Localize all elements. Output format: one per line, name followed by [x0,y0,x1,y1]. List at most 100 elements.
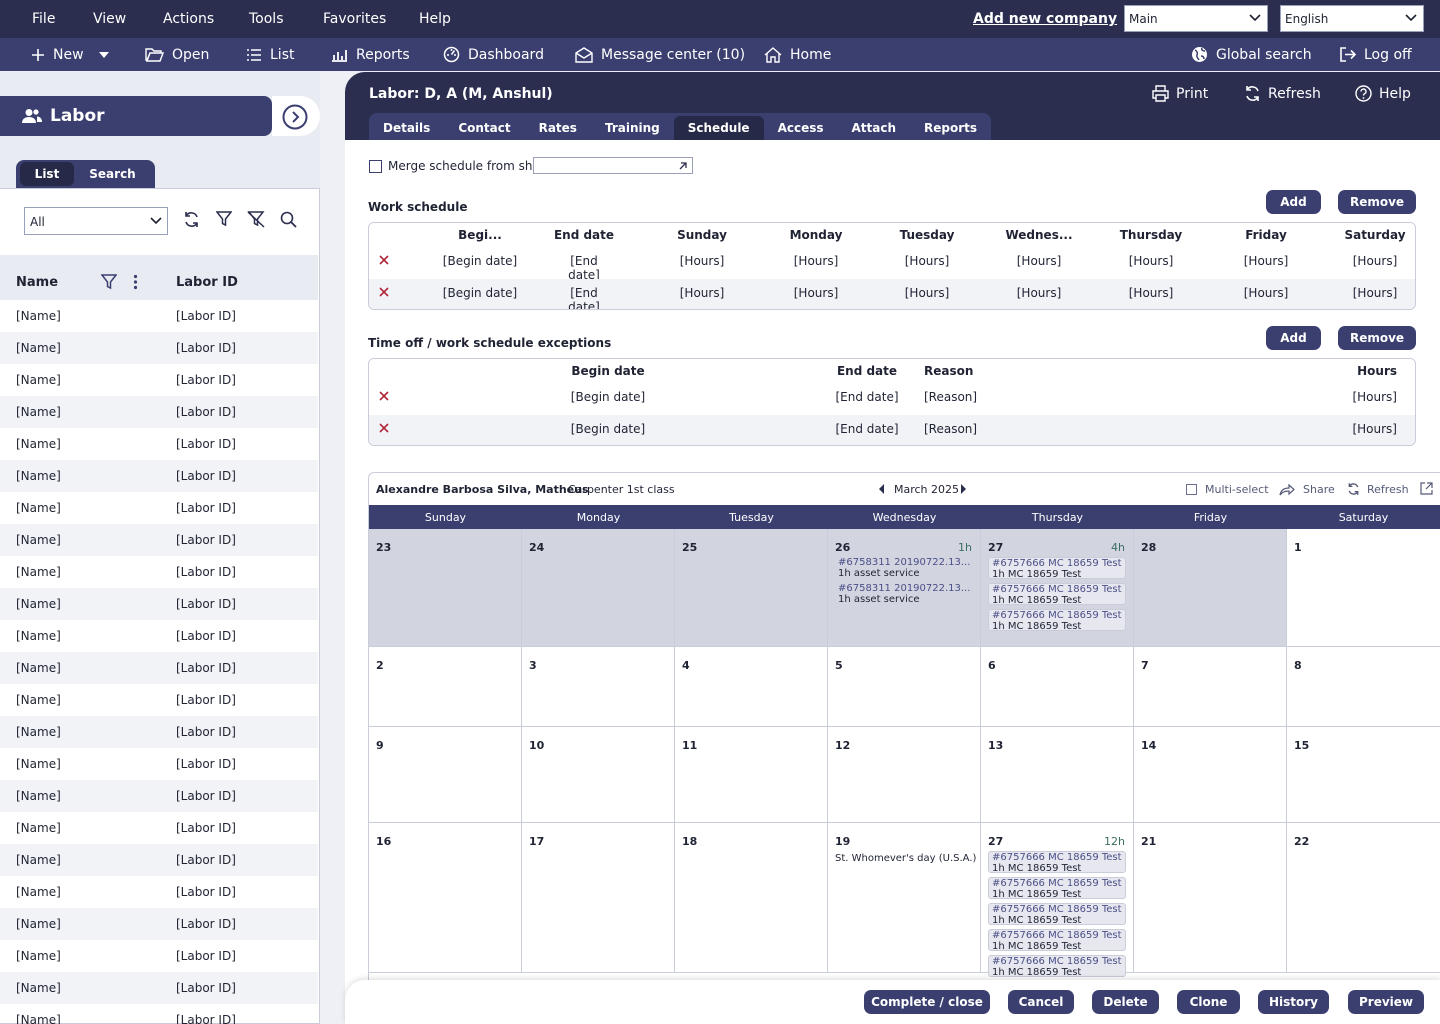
ws-col-header[interactable]: Friday [1245,228,1287,242]
merge-schedule-checkbox[interactable] [369,159,382,173]
to-cell[interactable]: [Reason] [924,422,978,436]
calendar-event[interactable]: #6757666 MC 18659 Test 1h MC 18659 Test [988,851,1126,874]
tab-access[interactable]: Access [777,121,824,135]
to-cell[interactable]: [Hours] [1352,422,1397,436]
delete-row-icon[interactable] [379,287,389,297]
labor-row[interactable]: [Name] [Labor ID] [0,620,318,652]
ws-cell[interactable]: [Begin date] [442,286,518,300]
to-col-header[interactable]: Hours [1357,364,1397,378]
calendar-day[interactable]: 21 [1134,823,1287,973]
ws-cell[interactable]: [Hours] [793,254,839,268]
col-name-header[interactable]: Name [16,275,59,290]
labor-row[interactable]: [Name] [Labor ID] [0,908,318,940]
ws-cell[interactable]: [Hours] [1016,254,1062,268]
tab-reports[interactable]: Reports [924,121,978,135]
share-icon[interactable] [1279,482,1295,496]
calendar-day[interactable]: 11 [675,727,828,823]
calendar-event[interactable]: #6757666 MC 18659 Test 1h MC 18659 Test [988,557,1126,580]
to-cell[interactable]: [Hours] [1352,390,1397,404]
calendar-day[interactable]: 16 [369,823,522,973]
calendar-day[interactable]: 10 [522,727,675,823]
to-cell[interactable]: [Begin date] [570,390,646,404]
new-button[interactable]: New [31,38,110,71]
tab-details[interactable]: Details [383,121,431,135]
labor-row[interactable]: [Name] [Labor ID] [0,588,318,620]
collapse-panel-button[interactable] [272,96,320,136]
merge-shift-input[interactable] [533,157,693,174]
calendar-day[interactable]: 13 [981,727,1134,823]
open-button[interactable]: Open [145,38,209,71]
ws-cell[interactable]: [Begin date] [442,254,518,268]
tab-training[interactable]: Training [604,121,660,135]
ws-col-header[interactable]: End date [553,228,615,242]
time-off-add-button[interactable]: Add [1266,326,1321,350]
labor-row[interactable]: [Name] [Labor ID] [0,428,318,460]
refresh-icon[interactable] [1347,482,1360,496]
calendar-day[interactable]: 26 1h #6758311 20190722.13... 1h asset serv… [828,529,981,647]
add-new-company-link[interactable]: Add new company [973,11,1118,27]
ws-col-header[interactable]: Tuesday [899,228,955,242]
labor-row[interactable]: [Name] [Labor ID] [0,460,318,492]
calendar-day[interactable]: 9 [369,727,522,823]
ws-cell[interactable]: [Hours] [904,254,950,268]
labor-row[interactable]: [Name] [Labor ID] [0,1004,318,1024]
kebab-menu-icon[interactable] [133,274,138,290]
calendar-day[interactable]: 8 [1287,647,1440,727]
calendar-day[interactable]: 12 [828,727,981,823]
time-off-remove-button[interactable]: Remove [1338,326,1416,350]
ws-col-header[interactable]: Saturday [1344,228,1406,242]
labor-row[interactable]: [Name] [Labor ID] [0,396,318,428]
site-select[interactable]: Main [1124,5,1268,32]
calendar-event[interactable]: #6757666 MC 18659 Test 1h MC 18659 Test [988,877,1126,900]
menu-favorites[interactable]: Favorites [323,11,387,27]
to-cell[interactable]: [Reason] [924,390,978,404]
calendar-day[interactable]: 24 [522,529,675,647]
labor-row[interactable]: [Name] [Labor ID] [0,716,318,748]
calendar-day[interactable]: 15 [1287,727,1440,823]
calendar-day[interactable]: 28 [1134,529,1287,647]
tab-contact[interactable]: Contact [458,121,511,135]
ws-cell[interactable]: [Hours] [904,286,950,300]
ws-cell[interactable]: [Hours] [1352,286,1398,300]
calendar-event[interactable]: #6757666 MC 18659 Test 1h MC 18659 Test [988,903,1126,926]
to-col-header[interactable]: Begin date [571,364,645,378]
language-select[interactable]: English [1280,5,1424,32]
menu-help[interactable]: Help [419,11,451,27]
history-button[interactable]: History [1258,990,1329,1014]
calendar-day[interactable]: 19 St. Whomever's day (U.S.A.) [828,823,981,973]
home-button[interactable]: Home [764,38,831,71]
work-schedule-remove-button[interactable]: Remove [1338,190,1416,214]
delete-button[interactable]: Delete [1092,990,1159,1014]
calendar-day[interactable]: 5 [828,647,981,727]
tab-search[interactable]: Search [89,167,136,181]
calendar-event[interactable]: #6758311 20190722.13... 1h asset service [835,557,973,579]
labor-row[interactable]: [Name] [Labor ID] [0,844,318,876]
labor-row[interactable]: [Name] [Labor ID] [0,524,318,556]
refresh-button[interactable]: Refresh [1244,85,1321,102]
ws-cell[interactable]: [Hours] [1243,286,1289,300]
log-off-button[interactable]: Log off [1339,38,1412,71]
column-filter-icon[interactable] [101,274,117,290]
work-schedule-add-button[interactable]: Add [1266,190,1321,214]
cancel-button[interactable]: Cancel [1008,990,1074,1014]
to-cell[interactable]: [End date] [835,390,899,404]
calendar-day[interactable]: 6 [981,647,1134,727]
menu-tools[interactable]: Tools [249,11,284,27]
preview-button[interactable]: Preview [1348,990,1424,1014]
menu-view[interactable]: View [93,11,127,27]
labor-row[interactable]: [Name] [Labor ID] [0,492,318,524]
work-schedule-row[interactable]: [Begin date] [End date] [Hours] [Hours] [Hou… [369,247,1415,282]
delete-row-icon[interactable] [379,255,389,265]
menu-actions[interactable]: Actions [163,11,215,27]
calendar-event[interactable]: #6757666 MC 18659 Test 1h MC 18659 Test [988,609,1126,632]
ws-cell[interactable]: [Hours] [679,254,725,268]
calendar-day[interactable]: 27 12h #6757666 MC 18659 Test 1h MC 18659 T… [981,823,1134,978]
calendar-day[interactable]: 14 [1134,727,1287,823]
col-labor-id-header[interactable]: Labor ID [176,275,238,290]
calendar-event[interactable]: #6757666 MC 18659 Test 1h MC 18659 Test [988,929,1126,952]
clear-filter-icon[interactable] [247,211,265,228]
next-month-icon[interactable] [960,484,966,494]
calendar-day[interactable]: 3 [522,647,675,727]
ws-col-header[interactable]: Begi... [458,228,502,242]
labor-row[interactable]: [Name] [Labor ID] [0,684,318,716]
